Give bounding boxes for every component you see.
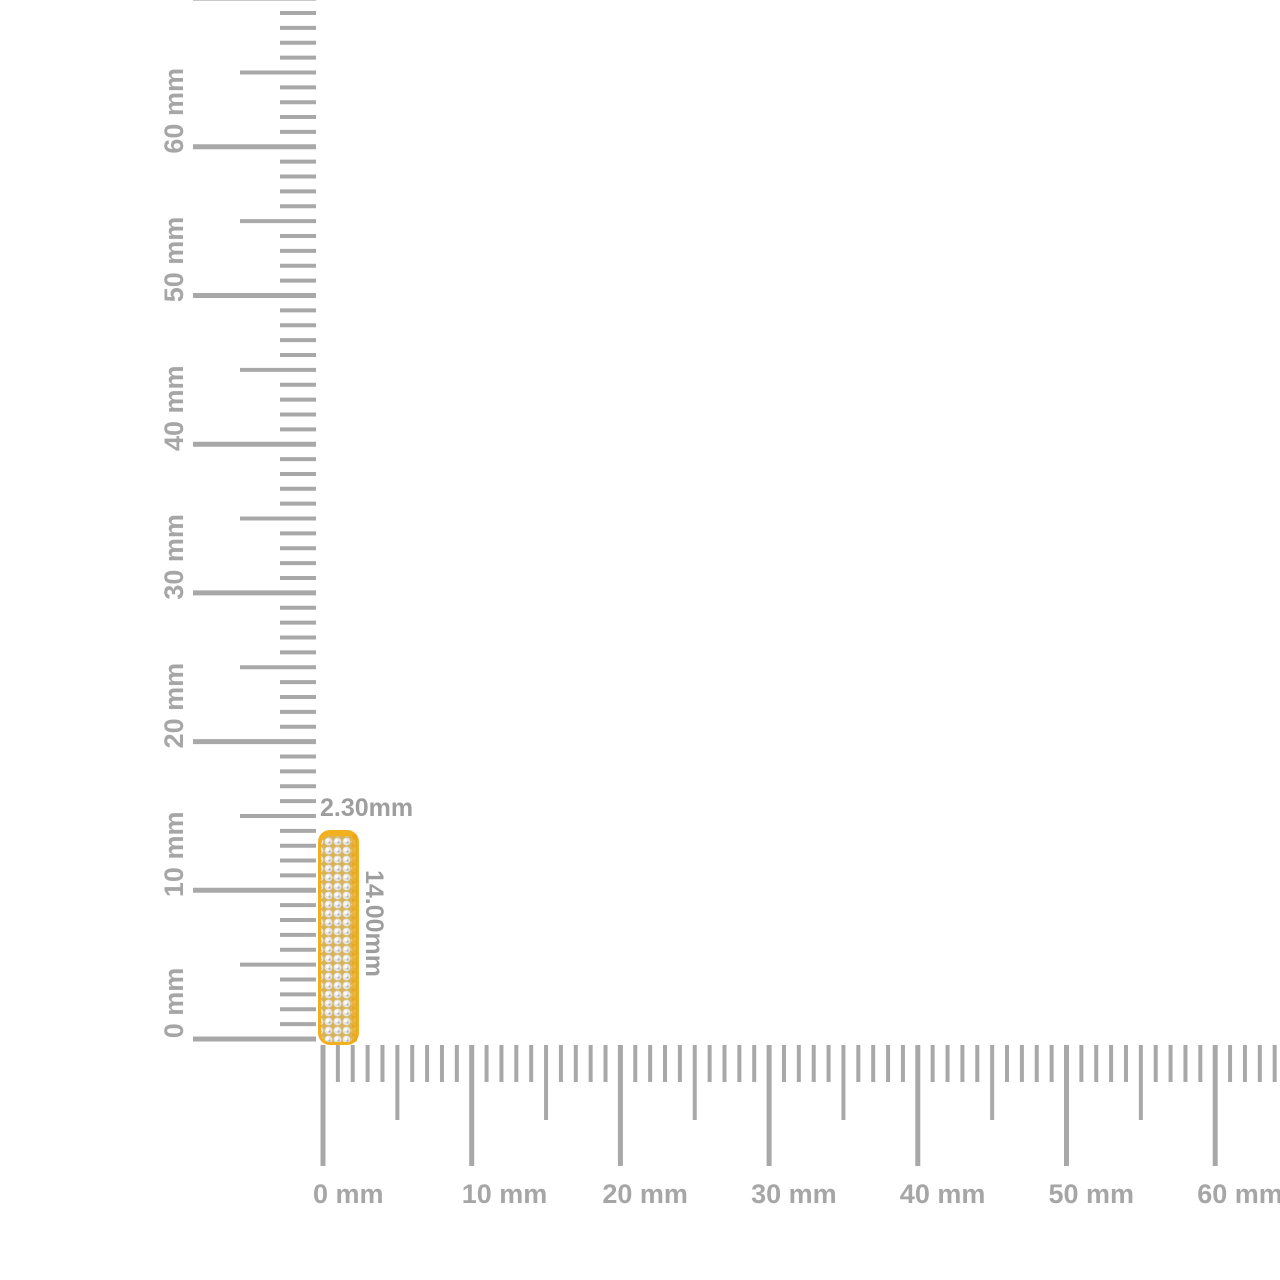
horizontal-ruler-label: 50 mm xyxy=(1049,1179,1135,1209)
height-dimension-label: 14.00mm xyxy=(360,870,388,977)
horizontal-ruler-labels: 0 mm 10 mm 20 mm 30 mm 40 mm 50 mm 60 mm xyxy=(313,1179,1280,1209)
horizontal-ruler-label: 0 mm xyxy=(313,1179,384,1209)
vertical-ruler-label: 0 mm xyxy=(159,968,189,1039)
horizontal-ruler xyxy=(320,1045,1277,1166)
horizontal-ruler-label: 30 mm xyxy=(751,1179,837,1209)
vertical-ruler-label: 10 mm xyxy=(159,812,189,898)
width-dimension-label: 2.30mm xyxy=(320,794,413,822)
earring-diamond-pave xyxy=(321,836,356,1042)
vertical-ruler-labels: 0 mm 10 mm 20 mm 30 mm 40 mm 50 mm 60 mm xyxy=(159,68,189,1038)
vertical-ruler xyxy=(193,0,316,1042)
vertical-ruler-label: 20 mm xyxy=(159,663,189,749)
vertical-ruler-label: 50 mm xyxy=(159,217,189,303)
horizontal-ruler-label: 60 mm xyxy=(1197,1179,1280,1209)
vertical-ruler-label: 40 mm xyxy=(159,365,189,451)
horizontal-ruler-label: 40 mm xyxy=(900,1179,986,1209)
horizontal-ruler-label: 10 mm xyxy=(462,1179,548,1209)
vertical-ruler-label: 30 mm xyxy=(159,514,189,600)
vertical-ruler-label: 60 mm xyxy=(159,68,189,154)
horizontal-ruler-label: 20 mm xyxy=(602,1179,688,1209)
earring-image xyxy=(318,830,359,1045)
